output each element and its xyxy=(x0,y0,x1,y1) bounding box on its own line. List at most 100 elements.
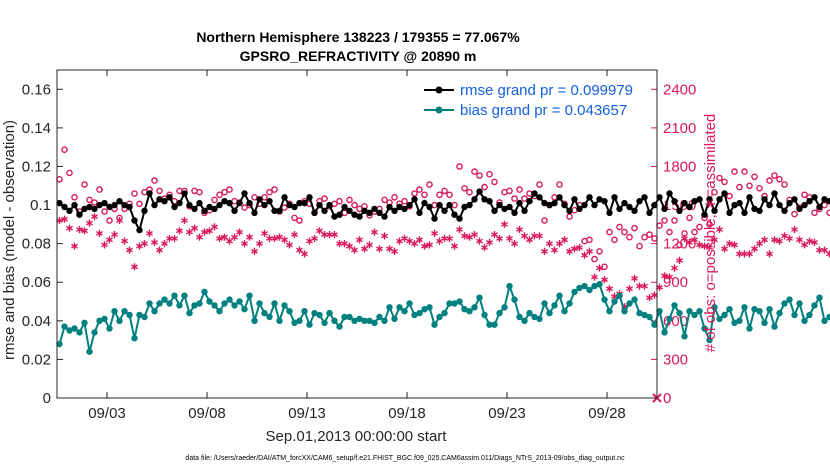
obs-assimilated-point xyxy=(816,246,823,254)
obs-possible-point xyxy=(556,181,563,188)
obs-assimilated-point xyxy=(526,236,533,244)
obs-assimilated-point xyxy=(626,285,633,293)
obs-possible-point xyxy=(336,197,343,205)
bias-point xyxy=(161,296,168,303)
bias-point xyxy=(711,304,718,311)
x-ticks: 09/03 09/08 09/13 09/18 09/23 09/28 xyxy=(88,70,626,422)
obs-assimilated-point xyxy=(446,234,453,243)
obs-assimilated-point xyxy=(376,245,383,253)
obs-assimilated-point xyxy=(61,215,68,223)
obs-assimilated-point xyxy=(411,240,418,248)
rmse-point xyxy=(161,198,168,205)
obs-assimilated-point xyxy=(271,234,278,243)
obs-assimilated-point xyxy=(721,245,728,253)
rmse-point xyxy=(781,207,788,214)
rmse-point xyxy=(131,217,138,224)
bias-point xyxy=(276,317,283,324)
bias-point xyxy=(451,300,458,307)
bias-point xyxy=(596,281,603,288)
obs-possible-point xyxy=(196,188,203,196)
obs-assimilated-point xyxy=(191,224,198,232)
obs-assimilated-point xyxy=(456,225,463,234)
rmse-point xyxy=(451,211,458,218)
rmse-point xyxy=(141,207,148,214)
plot-area xyxy=(57,70,657,398)
obs-assimilated-point xyxy=(311,234,318,243)
obs-assimilated-point xyxy=(491,231,498,239)
obs-assimilated-point xyxy=(511,240,518,248)
rmse-point xyxy=(256,196,263,203)
obs-possible-point xyxy=(671,217,678,224)
bias-point xyxy=(541,300,548,307)
bias-point xyxy=(66,327,73,334)
rmse-point xyxy=(561,201,568,209)
bias-point xyxy=(626,300,633,307)
obs-assimilated-point xyxy=(236,228,243,236)
rmse-point xyxy=(811,194,818,201)
rmse-point xyxy=(611,194,618,201)
bias-point xyxy=(306,321,313,328)
obs-assimilated-point xyxy=(631,274,638,282)
bias-point xyxy=(116,317,123,324)
rmse-point xyxy=(386,203,393,211)
obs-possible-point xyxy=(781,181,788,188)
rmse-point xyxy=(646,209,653,216)
bias-point xyxy=(681,333,688,340)
obs-possible-point xyxy=(741,168,748,175)
obs-assimilated-point xyxy=(451,242,458,250)
bias-point xyxy=(231,302,238,309)
obs-assimilated-point xyxy=(111,231,118,239)
bias-point xyxy=(736,317,743,324)
rmse-point xyxy=(661,205,668,213)
obs-assimilated-point xyxy=(121,237,128,245)
obs-possible-point xyxy=(351,201,358,209)
bias-point xyxy=(501,304,508,311)
rmse-point xyxy=(71,201,78,209)
rmse-point xyxy=(91,205,98,213)
obs-assimilated-point xyxy=(806,237,813,245)
rmse-point xyxy=(56,199,63,207)
obs-assimilated-point xyxy=(541,247,548,255)
obs-assimilated-point xyxy=(351,246,358,254)
rmse-point xyxy=(86,203,93,211)
bias-point xyxy=(411,311,418,319)
bias-point xyxy=(416,309,423,317)
obs-possible-point xyxy=(541,217,548,224)
obs-assimilated-point xyxy=(371,228,378,236)
rmse-point xyxy=(66,207,73,214)
bias-point xyxy=(581,282,588,290)
bias-point xyxy=(806,311,813,319)
bias-point xyxy=(246,292,253,299)
y-tick-label: 0.06 xyxy=(22,274,51,291)
obs-assimilated-point xyxy=(346,242,353,250)
rmse-point xyxy=(341,203,348,211)
rmse-point xyxy=(806,198,813,205)
plot-frame xyxy=(56,69,658,399)
obs-assimilated-point xyxy=(381,232,388,240)
obs-assimilated-point xyxy=(661,272,668,280)
obs-assimilated-point xyxy=(366,241,373,249)
obs-possible-point xyxy=(441,187,448,195)
obs-assimilated-point xyxy=(81,227,88,235)
bias-point xyxy=(311,309,318,317)
obs-possible-point xyxy=(616,223,623,231)
rmse-point xyxy=(616,205,623,213)
rmse-point xyxy=(801,201,808,209)
rmse-point xyxy=(311,209,318,216)
rmse-point xyxy=(211,205,218,213)
obs-assimilated-point xyxy=(521,232,528,240)
obs-assimilated-point xyxy=(116,216,123,225)
obs-possible-point xyxy=(766,177,773,184)
bias-point xyxy=(641,311,648,319)
rmse-point xyxy=(331,213,338,220)
obs-assimilated-point xyxy=(131,263,138,271)
rmse-point xyxy=(746,194,753,201)
bias-point xyxy=(811,302,818,309)
bias-point xyxy=(266,313,273,321)
rmse-point xyxy=(301,199,308,207)
obs-assimilated-point xyxy=(671,264,678,272)
bias-point xyxy=(381,317,388,324)
obs-possible-point xyxy=(591,255,598,263)
obs-assimilated-point xyxy=(501,220,508,228)
rmse-point xyxy=(526,198,533,205)
